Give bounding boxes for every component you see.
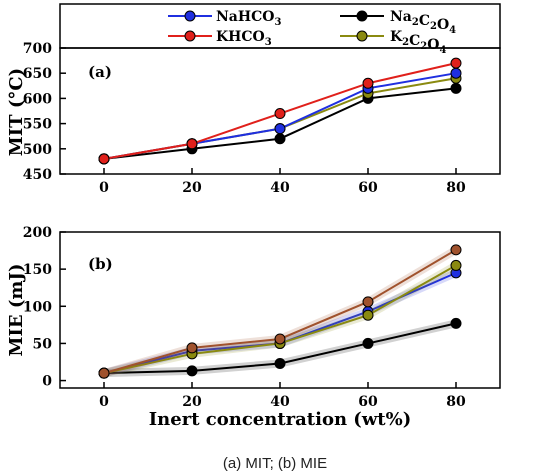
x-tick-label-a-20: 20 — [182, 180, 202, 196]
legend: NaHCO3 Na2C2O4 KHCO3 K2C2O4 — [168, 9, 456, 56]
point-a-nahco3-80 — [450, 67, 462, 79]
x-tick-label-b-60: 60 — [358, 394, 378, 410]
legend-label-0: NaHCO3 — [216, 9, 281, 28]
point-a-na2c2o4-80 — [450, 82, 462, 94]
point-b-khco3-20 — [186, 342, 198, 354]
legend-label-2: KHCO3 — [216, 29, 272, 48]
y-tick-label-a-600: 600 — [23, 91, 52, 107]
point-b-khco3-80 — [450, 244, 462, 256]
x-tick-label-a-40: 40 — [270, 180, 290, 196]
point-a-khco3-60 — [362, 77, 374, 89]
point-a-khco3-0 — [98, 153, 110, 165]
y-tick-label-b-200: 200 — [23, 225, 52, 241]
point-b-khco3-60 — [362, 296, 374, 308]
point-b-k2c2o4-60 — [362, 309, 374, 321]
legend-box — [59, 3, 501, 49]
y-tick-label-a-450: 450 — [23, 167, 52, 183]
y-tick-label-a-500: 500 — [23, 142, 52, 158]
x-tick-label-a-80: 80 — [446, 180, 466, 196]
legend-marker-1 — [356, 10, 368, 22]
point-a-nahco3-40 — [274, 123, 286, 135]
y-tick-label-b-150: 150 — [23, 262, 52, 278]
x-tick-label-a-60: 60 — [358, 180, 378, 196]
legend-label-1: Na2C2O4 — [390, 9, 456, 36]
point-a-khco3-80 — [450, 57, 462, 69]
legend-marker-3 — [356, 30, 368, 42]
y-tick-label-b-50: 50 — [33, 336, 53, 352]
point-b-na2c2o4-40 — [274, 357, 286, 369]
series-halo-b-khco3 — [102, 246, 459, 377]
panel-a: 450 500 550 600 650 700 0 20 40 60 80 — [23, 41, 466, 196]
y-axis-label-a: MIT (°C) — [6, 68, 27, 156]
point-b-na2c2o4-80 — [450, 317, 462, 329]
panel-b: 0 50 100 150 200 0 20 40 60 80 — [23, 225, 466, 410]
x-axis-label: Inert concentration (wt%) — [149, 409, 412, 430]
legend-marker-0 — [184, 10, 196, 22]
point-b-na2c2o4-20 — [186, 365, 198, 377]
x-tick-label-a-0: 0 — [99, 180, 109, 196]
x-tick-label-b-40: 40 — [270, 394, 290, 410]
y-axis-label-b: MIE (mJ) — [6, 264, 27, 357]
x-tick-label-b-0: 0 — [99, 394, 109, 410]
point-b-na2c2o4-60 — [362, 337, 374, 349]
legend-label-3: K2C2O4 — [390, 29, 446, 56]
point-b-khco3-40 — [274, 333, 286, 345]
panel-b-label: (b) — [88, 255, 113, 273]
y-tick-label-b-100: 100 — [23, 299, 52, 315]
y-tick-label-b-0: 0 — [42, 374, 52, 390]
y-tick-label-a-650: 650 — [23, 66, 52, 82]
point-a-khco3-20 — [186, 138, 198, 150]
y-tick-label-a-700: 700 — [23, 41, 52, 57]
panel-a-label: (a) — [88, 63, 112, 81]
x-tick-label-b-80: 80 — [446, 394, 466, 410]
point-a-na2c2o4-40 — [274, 133, 286, 145]
point-b-khco3-0 — [98, 367, 110, 379]
y-tick-label-a-550: 550 — [23, 117, 52, 133]
point-b-k2c2o4-80 — [450, 259, 462, 271]
point-a-khco3-40 — [274, 108, 286, 120]
x-tick-label-b-20: 20 — [182, 394, 202, 410]
legend-marker-2 — [184, 30, 196, 42]
figure-caption: (a) MIT; (b) MIE — [223, 455, 327, 472]
